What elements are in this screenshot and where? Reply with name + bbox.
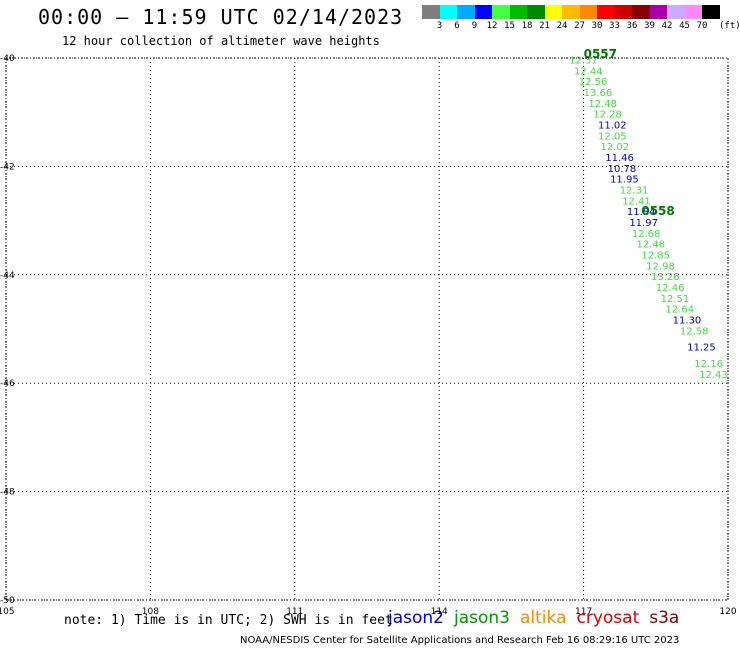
wave-height-value: 12.41	[622, 196, 651, 207]
satellite-legend-item: altika	[520, 608, 567, 628]
wave-height-value: 12.28	[593, 110, 622, 121]
credit-footer: NOAA/NESDIS Center for Satellite Applica…	[240, 635, 680, 646]
color-scale-swatch	[649, 5, 667, 19]
color-scale-label: 36	[626, 21, 638, 31]
color-scale-swatch	[509, 5, 527, 19]
wave-height-value: 12.37	[569, 55, 598, 66]
color-scale-unit: (ft)	[719, 21, 740, 31]
wave-height-value: 11.84	[627, 207, 656, 218]
wave-height-value: 11.25	[687, 343, 716, 354]
color-scale-swatch	[684, 5, 702, 19]
color-scale-swatch	[457, 5, 475, 19]
wave-height-value: 11.95	[610, 175, 639, 186]
color-scale-label: 39	[644, 21, 655, 31]
color-scale-label: 21	[539, 21, 550, 31]
wave-height-value: 12.43	[699, 370, 728, 381]
wave-height-value: 12.46	[656, 283, 685, 294]
wave-height-value: 11.46	[605, 153, 634, 164]
satellite-legend-item: jason3	[454, 608, 510, 628]
wave-height-value: 12.02	[600, 142, 629, 153]
wave-height-value: 11.02	[598, 120, 627, 131]
color-scale-label: 70	[696, 21, 708, 31]
satellite-legend-item: s3a	[649, 608, 680, 628]
wave-height-value: 12.48	[588, 99, 617, 110]
map-note: note: 1) Time is in UTC; 2) SWH is in fe…	[64, 613, 393, 628]
color-scale-swatch	[422, 5, 440, 19]
pass-time-label: 0557	[584, 47, 617, 61]
map-subtitle: 12 hour collection of altimeter wave hei…	[62, 34, 380, 48]
color-scale-label: 27	[574, 21, 585, 31]
color-scale-label: 9	[471, 21, 478, 31]
color-scale-label: 12	[486, 21, 498, 31]
latitude-tick-label: -46	[0, 379, 15, 389]
wave-height-value: 11.30	[673, 316, 702, 327]
wave-height-value: 11.97	[629, 218, 658, 229]
wave-height-value: 12.56	[579, 77, 608, 88]
color-scale-bar	[422, 5, 720, 19]
latitude-tick-label: -48	[0, 488, 15, 498]
color-scale-swatch	[614, 5, 632, 19]
wave-height-value: 12.85	[641, 251, 670, 262]
latitude-tick-label: -42	[0, 162, 15, 172]
color-scale-label: 33	[609, 21, 620, 31]
latitude-tick-label: -50	[0, 596, 15, 606]
satellite-legend: jason2 jason3 altika cryosat s3a	[388, 608, 689, 628]
wave-height-value: 12.98	[646, 261, 675, 272]
color-scale-swatch	[632, 5, 650, 19]
color-scale-swatch	[667, 5, 685, 19]
color-scale-label: 3	[436, 21, 443, 31]
color-scale-swatch	[597, 5, 615, 19]
color-scale-swatch	[492, 5, 510, 19]
color-scale-swatch	[474, 5, 492, 19]
pass-time-label: 0558	[641, 204, 674, 218]
color-scale-swatch	[702, 5, 720, 19]
map-title: 00:00 – 11:59 UTC 02/14/2023	[38, 5, 404, 29]
color-scale-swatch	[527, 5, 545, 19]
wave-height-value: 10.78	[608, 164, 637, 175]
wave-height-value: 12.05	[598, 131, 627, 142]
wave-height-value: 12.64	[665, 305, 694, 316]
wave-height-value: 12.68	[632, 229, 661, 240]
latitude-tick-label: -44	[0, 271, 15, 281]
color-scale-labels: 3 6 9 12 15 18 21 24 27 30 33 36 39 42 45 70	[422, 21, 711, 31]
color-scale-label: 24	[556, 21, 568, 31]
color-scale-swatch	[544, 5, 562, 19]
longitude-tick-label: 108	[142, 607, 159, 617]
longitude-tick-label: 114	[431, 607, 448, 617]
color-scale-label: 30	[591, 21, 603, 31]
wave-height-value: 13.66	[584, 88, 613, 99]
color-scale-label: 45	[679, 21, 690, 31]
wave-height-value: 12.51	[661, 294, 690, 305]
longitude-tick-label: 120	[719, 607, 736, 617]
wave-height-value: 12.58	[680, 326, 709, 337]
satellite-legend-item: jason2	[388, 608, 444, 628]
color-scale-label: 6	[454, 21, 460, 31]
wave-height-value: 12.31	[620, 186, 649, 197]
color-scale-label: 18	[521, 21, 533, 31]
wave-height-value: 13.26	[651, 272, 680, 283]
wave-height-value: 12.48	[637, 240, 666, 251]
color-scale-label: 15	[504, 21, 515, 31]
color-scale-swatch	[439, 5, 457, 19]
longitude-tick-label: 105	[0, 607, 15, 617]
longitude-tick-label: 111	[286, 607, 303, 617]
latitude-tick-label: -40	[0, 54, 15, 64]
color-scale-label: 42	[661, 21, 673, 31]
longitude-tick-label: 117	[575, 607, 592, 617]
color-scale-swatch	[579, 5, 597, 19]
satellite-legend-item: cryosat	[576, 608, 640, 628]
wave-height-value: 12.44	[574, 66, 603, 77]
color-scale-swatch	[562, 5, 580, 19]
wave-height-value: 12.16	[694, 359, 723, 370]
